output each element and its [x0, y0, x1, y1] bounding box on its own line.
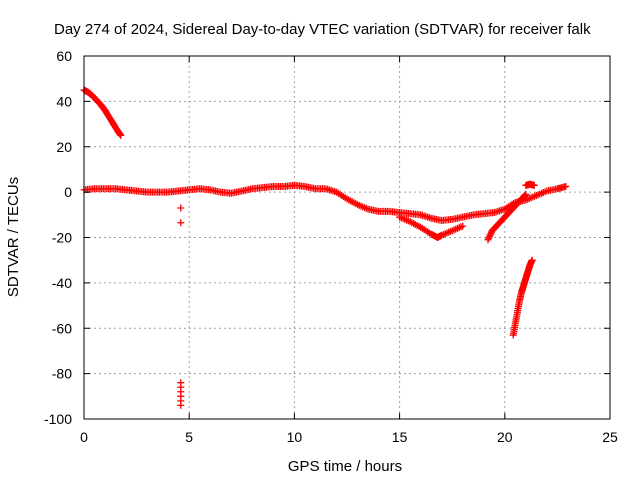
data-point — [562, 182, 570, 190]
y-tick-label: 20 — [56, 139, 72, 155]
data-point-interp — [521, 191, 529, 199]
x-tick-label: 20 — [497, 429, 513, 445]
x-axis-label: GPS time / hours — [288, 458, 402, 475]
data-point — [459, 222, 467, 230]
data-point — [528, 256, 536, 264]
x-tick-label: 0 — [80, 429, 88, 445]
data-point — [117, 131, 125, 139]
y-tick-label: -80 — [52, 366, 72, 382]
y-tick-label: -60 — [52, 320, 72, 336]
plot-frame — [83, 55, 611, 420]
data-point-interp — [486, 231, 494, 239]
x-tick-label: 15 — [392, 429, 408, 445]
x-tick-label: 5 — [185, 429, 193, 445]
data-point-interp — [485, 233, 493, 241]
chart-title: Day 274 of 2024, Sidereal Day-to-day VTE… — [54, 21, 591, 38]
y-tick-label: -100 — [44, 411, 72, 427]
y-tick-label: -40 — [52, 275, 72, 291]
data-point — [177, 401, 185, 409]
y-tick-label: 40 — [56, 93, 72, 109]
data-point — [177, 204, 185, 212]
data-points — [80, 86, 570, 409]
data-point — [484, 236, 492, 244]
y-tick-label: -20 — [52, 230, 72, 246]
data-point-interp — [485, 234, 493, 242]
data-point — [530, 181, 538, 189]
x-tick-label: 25 — [602, 429, 618, 445]
grid — [84, 56, 610, 419]
x-tick-label: 10 — [287, 429, 303, 445]
data-point-interp — [520, 192, 528, 200]
y-tick-label: 0 — [64, 184, 72, 200]
data-point — [177, 219, 185, 227]
data-point-interp — [487, 230, 495, 238]
axis-ticks: -100 -80 -60 -40 -20 0 20 40 60 0 5 10 15 20 25 — [44, 48, 618, 445]
data-point — [522, 190, 530, 198]
y-tick-label: 60 — [56, 48, 72, 64]
y-axis-label: SDTVAR / TECUs — [5, 177, 22, 297]
